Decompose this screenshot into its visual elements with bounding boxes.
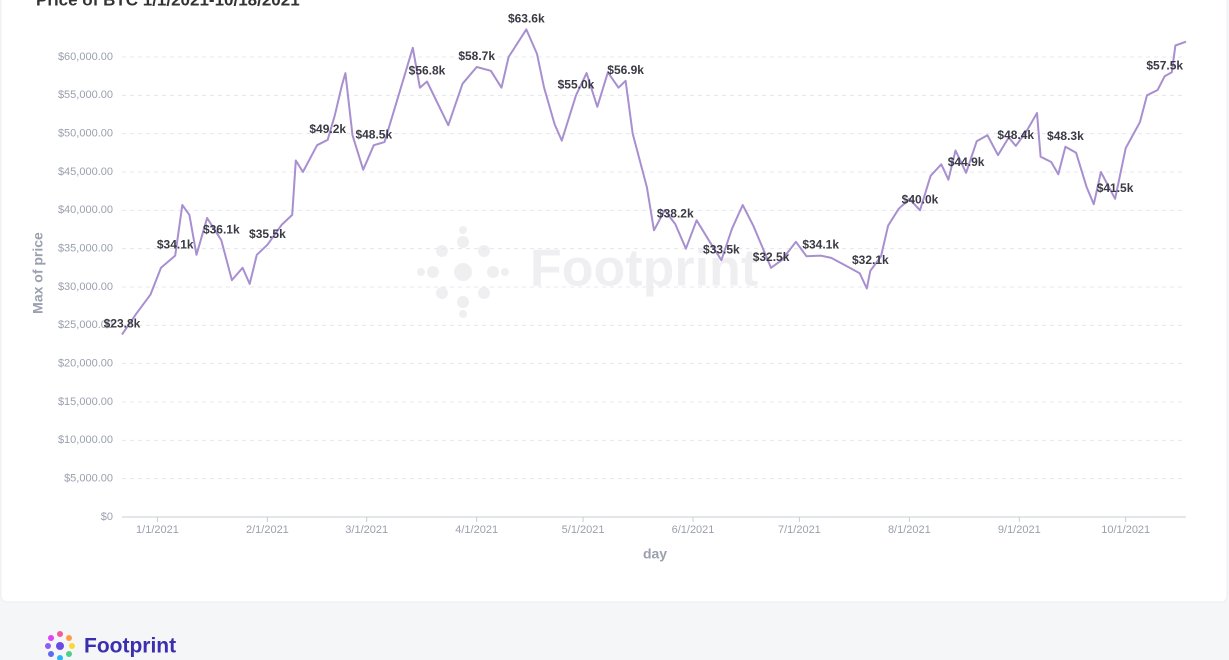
x-tick-label: 4/1/2021 (455, 524, 498, 536)
y-tick-label: $20,000.00 (58, 358, 113, 370)
value-label: $49.2k (309, 122, 346, 136)
x-tick-label: 5/1/2021 (562, 524, 605, 536)
x-tick-label: 6/1/2021 (672, 524, 715, 536)
value-label: $36.1k (203, 222, 240, 236)
value-label: $48.3k (1047, 129, 1084, 143)
watermark-text: Footprint (530, 240, 758, 298)
y-axis-label: Max of price (30, 232, 46, 314)
logo: Footprint (45, 631, 176, 660)
y-tick-label: $25,000.00 (58, 319, 113, 331)
x-tick-label: 3/1/2021 (345, 524, 388, 536)
value-label: $33.5k (703, 242, 740, 256)
y-tick-label: $30,000.00 (58, 281, 113, 293)
value-label: $23.8k (104, 317, 141, 331)
value-label: $48.5k (355, 127, 392, 141)
y-tick-label: $15,000.00 (58, 396, 113, 408)
y-tick-label: $45,000.00 (58, 166, 113, 178)
price-line (121, 28, 1187, 336)
value-label: $63.6k (508, 12, 545, 26)
value-label: $32.5k (753, 250, 790, 264)
value-label: $57.5k (1146, 58, 1183, 72)
y-tick-label: $50,000.00 (58, 128, 113, 140)
y-tick-label: $60,000.00 (58, 51, 113, 63)
value-label: $35.5k (249, 227, 286, 241)
chart-title: Price of BTC 1/1/2021-10/18/2021 (36, 0, 300, 9)
value-label: $40.0k (902, 193, 939, 207)
value-label: $38.2k (657, 206, 694, 220)
x-tick-label: 1/1/2021 (136, 524, 179, 536)
value-label: $44.9k (948, 155, 985, 169)
y-tick-label: $10,000.00 (58, 434, 113, 446)
value-label: $56.9k (607, 63, 644, 77)
value-label: $34.1k (157, 238, 194, 252)
value-label: $34.1k (802, 238, 839, 252)
y-tick-label: $55,000.00 (58, 89, 113, 101)
watermark: Footprint (417, 226, 758, 318)
x-tick-label: 9/1/2021 (998, 524, 1041, 536)
y-tick-label: $5,000.00 (64, 473, 113, 485)
value-label: $48.4k (997, 128, 1034, 142)
logo-text: Footprint (84, 635, 176, 658)
value-label: $41.5k (1097, 181, 1134, 195)
y-tick-label: $0 (101, 511, 113, 523)
value-label: $55.0k (558, 78, 595, 92)
x-tick-label: 2/1/2021 (246, 524, 289, 536)
value-label: $58.7k (458, 49, 495, 63)
y-tick-label: $35,000.00 (58, 243, 113, 255)
y-tick-label: $40,000.00 (58, 204, 113, 216)
value-label: $56.8k (409, 64, 446, 78)
x-axis-label: day (643, 546, 667, 562)
x-tick-label: 10/1/2021 (1101, 524, 1150, 536)
value-label: $32.1k (852, 253, 889, 267)
card (0, 0, 1228, 603)
x-tick-label: 7/1/2021 (778, 524, 821, 536)
x-tick-label: 8/1/2021 (888, 524, 931, 536)
